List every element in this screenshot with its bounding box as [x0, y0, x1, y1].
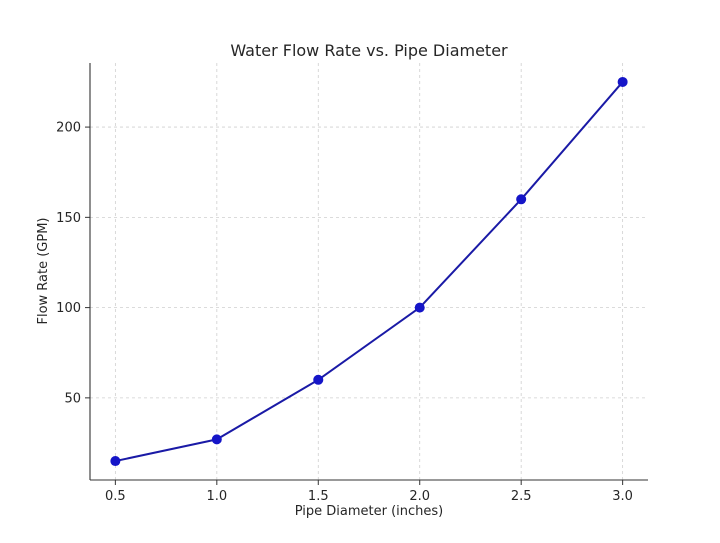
y-tick-label: 50 [64, 391, 81, 406]
data-point [313, 374, 324, 385]
ticks: 0.5 1.0 1.5 2.0 2.5 3.0 50 100 150 200 [56, 121, 633, 504]
series-line [115, 81, 624, 463]
x-tick-label: 2.0 [409, 489, 430, 504]
x-axis-title: Pipe Diameter (inches) [295, 504, 444, 519]
axes [89, 63, 648, 481]
data-point [110, 456, 121, 467]
y-axis-title: Flow Rate (GPM) [36, 217, 51, 324]
data-point [211, 434, 222, 445]
data-point [617, 76, 628, 87]
data-point [516, 194, 527, 205]
x-tick-label: 3.0 [612, 489, 633, 504]
y-tick-label: 150 [56, 211, 81, 226]
data-point [414, 302, 425, 313]
x-tick-label: 0.5 [105, 489, 126, 504]
y-tick-label: 200 [56, 121, 81, 136]
y-tick-label: 100 [56, 301, 81, 316]
x-tick-label: 1.5 [308, 489, 329, 504]
chart-title: Water Flow Rate vs. Pipe Diameter [230, 41, 508, 60]
series [110, 76, 628, 467]
x-tick-label: 2.5 [511, 489, 532, 504]
grid-lines [90, 63, 648, 480]
x-tick-label: 1.0 [206, 489, 227, 504]
